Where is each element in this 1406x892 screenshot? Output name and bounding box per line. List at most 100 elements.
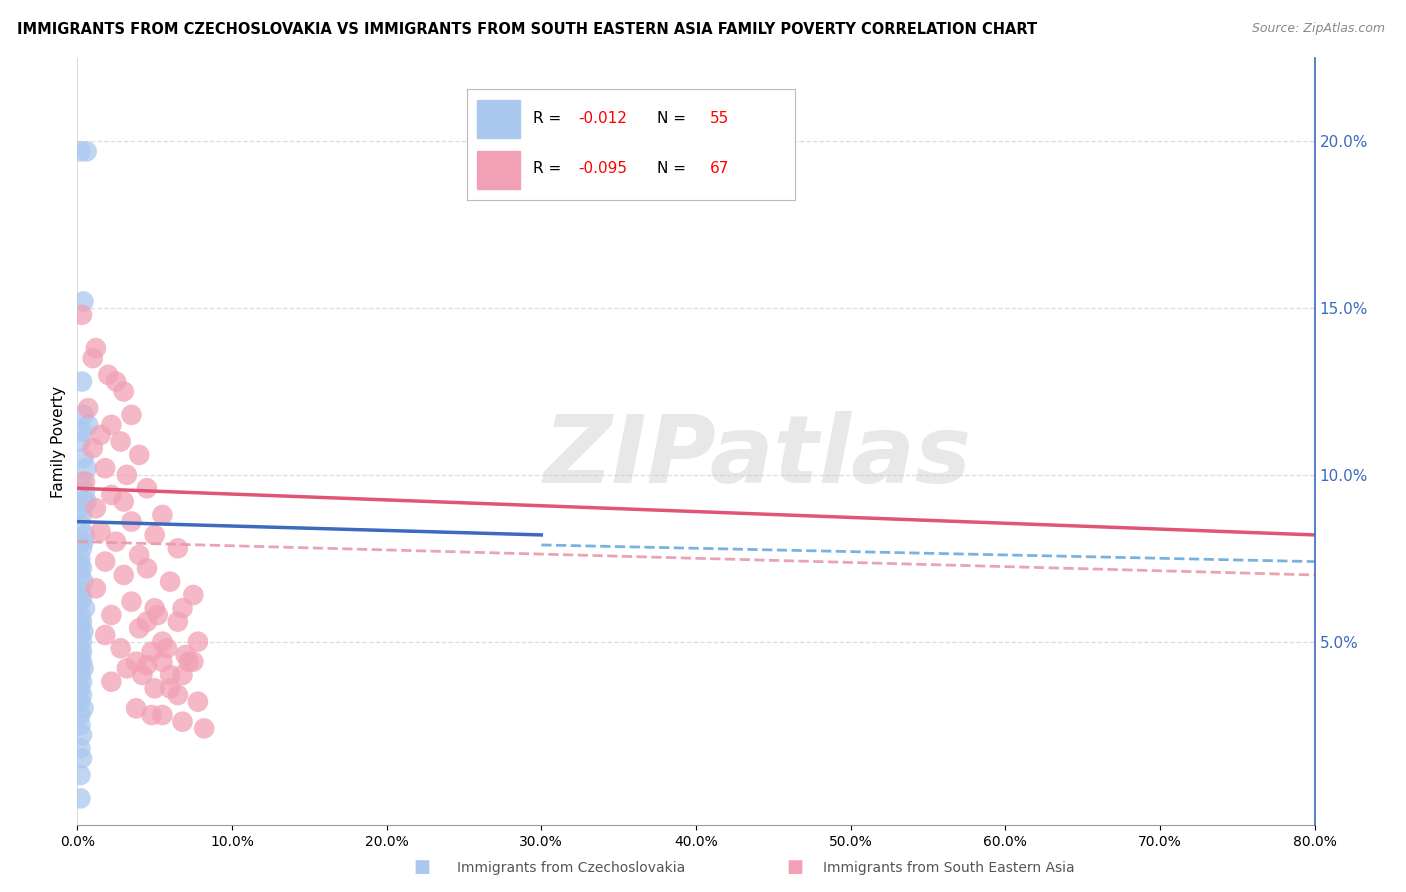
Point: [121, 408, 143, 422]
Text: ZIPatlas: ZIPatlas: [544, 411, 972, 503]
Point: [82, 351, 104, 366]
Point: [76, 145, 98, 159]
Text: ■: ■: [786, 858, 803, 876]
Point: [75, 475, 96, 489]
Point: [146, 607, 169, 622]
Point: [110, 434, 132, 449]
Point: [167, 615, 190, 629]
Point: [69, 661, 91, 675]
Point: [187, 695, 209, 709]
Point: [69, 594, 91, 608]
Point: [69, 517, 91, 532]
Point: [70, 645, 93, 659]
Point: [136, 615, 159, 629]
Point: [70, 674, 93, 689]
Point: [70, 375, 93, 389]
Point: [125, 655, 148, 669]
Point: [69, 741, 91, 756]
Point: [94, 628, 117, 642]
Point: [152, 655, 174, 669]
Point: [143, 528, 166, 542]
Point: [174, 648, 197, 662]
Point: [172, 668, 194, 682]
Point: [70, 508, 93, 522]
Point: [72, 534, 94, 549]
Point: [75, 528, 96, 542]
Point: [76, 461, 98, 475]
Point: [69, 791, 91, 805]
Point: [128, 548, 150, 562]
Point: [69, 718, 91, 732]
Point: [159, 668, 181, 682]
Point: [152, 634, 174, 648]
Point: [131, 668, 153, 682]
Point: [94, 555, 117, 569]
Point: [77, 401, 100, 416]
Point: [77, 417, 100, 432]
Point: [156, 641, 179, 656]
Point: [75, 601, 96, 615]
Point: [69, 558, 91, 572]
Point: [84, 582, 107, 596]
Point: [72, 408, 94, 422]
Point: [177, 655, 200, 669]
Point: [70, 561, 93, 575]
Point: [187, 634, 209, 648]
Point: [84, 341, 107, 355]
Point: [115, 661, 138, 675]
Point: [70, 751, 93, 765]
Point: [72, 294, 94, 309]
Point: [69, 434, 91, 449]
Point: [72, 494, 94, 508]
Point: [69, 618, 91, 632]
Point: [69, 551, 91, 566]
Point: [70, 475, 93, 489]
Point: [69, 568, 91, 582]
Point: [72, 451, 94, 466]
Point: [172, 601, 194, 615]
Point: [69, 584, 91, 599]
Point: [110, 641, 132, 656]
Point: [143, 601, 166, 615]
Point: [152, 508, 174, 522]
Point: [141, 645, 163, 659]
Text: Source: ZipAtlas.com: Source: ZipAtlas.com: [1251, 22, 1385, 36]
Point: [84, 501, 107, 516]
Point: [70, 308, 93, 322]
Point: [172, 714, 194, 729]
Point: [115, 467, 138, 482]
Point: [100, 417, 122, 432]
Point: [94, 461, 117, 475]
Point: [70, 425, 93, 439]
Point: [128, 621, 150, 635]
Point: [136, 481, 159, 495]
Point: [167, 688, 190, 702]
Point: [167, 541, 190, 556]
Point: [105, 375, 127, 389]
Point: [69, 641, 91, 656]
Point: [69, 668, 91, 682]
Point: [72, 661, 94, 675]
Point: [183, 655, 205, 669]
Point: [69, 681, 91, 696]
Point: [112, 568, 135, 582]
Text: Immigrants from South Eastern Asia: Immigrants from South Eastern Asia: [823, 862, 1074, 875]
Point: [70, 591, 93, 606]
Point: [152, 708, 174, 723]
Point: [90, 524, 111, 539]
Point: [69, 534, 91, 549]
Point: [97, 368, 120, 382]
Point: [69, 651, 91, 665]
Point: [125, 701, 148, 715]
Point: [193, 722, 215, 736]
Point: [75, 484, 96, 499]
Point: [70, 541, 93, 556]
Text: ■: ■: [413, 858, 430, 876]
Point: [70, 615, 93, 629]
Point: [72, 701, 94, 715]
Point: [159, 681, 181, 696]
Point: [121, 594, 143, 608]
Point: [69, 628, 91, 642]
Point: [70, 728, 93, 742]
Point: [100, 488, 122, 502]
